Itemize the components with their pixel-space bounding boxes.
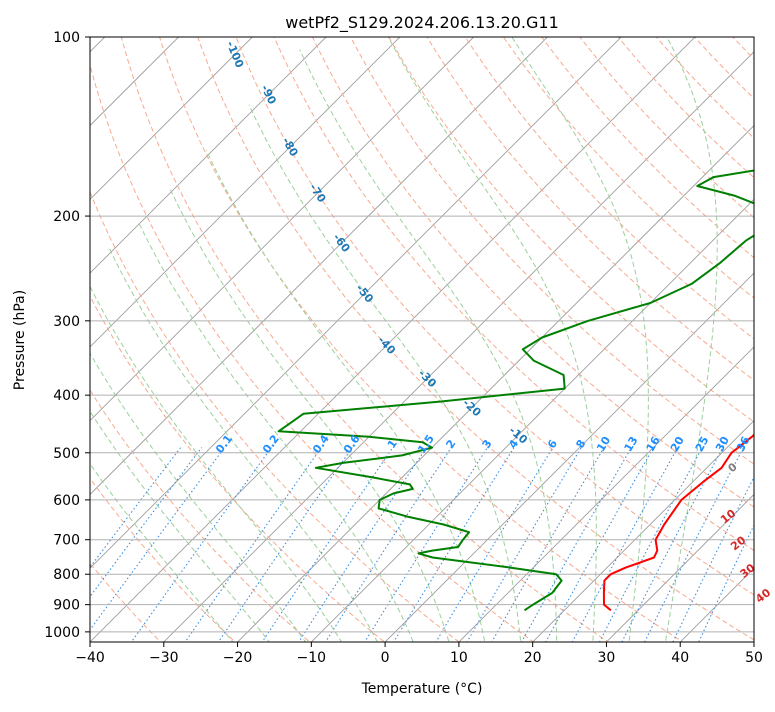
y-tick-label: 200 <box>53 209 80 225</box>
x-tick-label: 40 <box>671 650 689 666</box>
y-tick-label: 700 <box>53 533 80 549</box>
x-tick-label: 10 <box>450 650 468 666</box>
y-tick-label: 400 <box>53 388 80 404</box>
y-tick-label: 1000 <box>44 625 80 641</box>
x-tick-label: 30 <box>598 650 616 666</box>
x-tick-label: 50 <box>745 650 763 666</box>
y-tick-label: 500 <box>53 446 80 462</box>
x-tick-label: −10 <box>297 650 327 666</box>
y-tick-label: 100 <box>53 30 80 46</box>
chart-title: wetPf2_S129.2024.206.13.20.G11 <box>285 13 559 33</box>
y-tick-label: 900 <box>53 598 80 614</box>
x-tick-label: 20 <box>524 650 542 666</box>
y-tick-label: 300 <box>53 314 80 330</box>
y-axis-label: Pressure (hPa) <box>12 290 28 390</box>
x-axis-label: Temperature (°C) <box>361 681 483 697</box>
y-tick-label: 800 <box>53 567 80 583</box>
x-tick-label: −40 <box>75 650 105 666</box>
y-tick-label: 600 <box>53 493 80 509</box>
x-tick-label: 0 <box>381 650 390 666</box>
x-tick-label: −30 <box>149 650 179 666</box>
x-tick-label: −20 <box>223 650 253 666</box>
